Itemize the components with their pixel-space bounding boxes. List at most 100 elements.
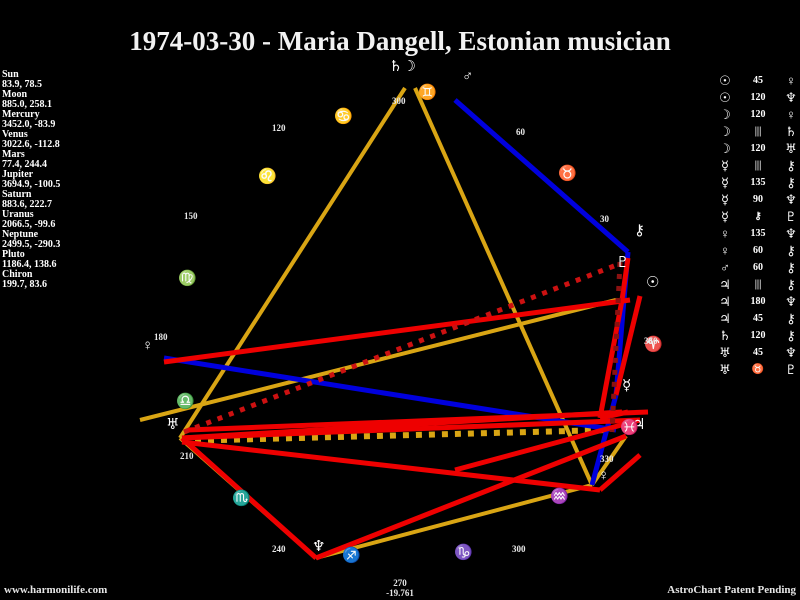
degree-tick-label: 360 xyxy=(644,336,658,346)
aspect-to-planet-icon: ⚷ xyxy=(786,277,796,292)
degree-tick-label: 150 xyxy=(184,211,198,221)
aspect-angle-value: 120 xyxy=(750,109,766,120)
planet-row: Pluto 1186.4, 138.6 xyxy=(2,250,120,270)
planet-row: Moon 885.0, 258.1 xyxy=(2,90,120,110)
planet-name: Venus xyxy=(2,129,28,140)
aspect-to-planet-icon: ⚷ xyxy=(786,260,796,275)
zodiac-sign-glyph: ♌ xyxy=(258,169,277,185)
aspect-row: ♅ 45 ♆ xyxy=(716,344,800,361)
aspect-to-planet-icon: ⚷ xyxy=(786,158,796,173)
aspect-from-planet-icon: ♃ xyxy=(719,294,731,309)
aspect-to-planet-icon: ♆ xyxy=(785,192,797,207)
degree-tick-label: 240 xyxy=(272,544,286,554)
planet-values: 77.4, 244.4 xyxy=(2,159,47,170)
aspect-angle-value: ||| xyxy=(754,160,762,171)
degree-tick-label: 300 xyxy=(392,96,406,106)
aspect-angle-value: 120 xyxy=(750,92,766,103)
zodiac-sign-glyph: ♒ xyxy=(550,489,569,505)
aspect-angle-value: 180 xyxy=(750,296,766,307)
zodiac-sign-glyph: ♍ xyxy=(178,271,197,287)
aspect-from-planet-icon: ♄ xyxy=(719,328,731,343)
aspect-to-planet-icon: ⚷ xyxy=(786,175,796,190)
aspect-angle-value: ♉ xyxy=(751,364,765,375)
aspect-angle-value: 45 xyxy=(753,75,763,86)
aspect-angle-value: 90 xyxy=(753,194,763,205)
aspect-row: ☿ ⚷ ♇ xyxy=(716,208,800,225)
aspect-row: ☉ 120 ♆ xyxy=(716,89,800,106)
planet-values: 199.7, 83.6 xyxy=(2,279,47,290)
aspect-list-panel: ☉ 45 ♀ ☉ 120 ♆ ☽ 120 ♀ ☽ ||| ♄ ☽ 120 ♅ ☿ ||| ⚷ ☿ 135 ⚷ ☿ 90 ♆ ☿ ⚷… xyxy=(716,72,800,378)
planet-values: 3694.9, -100.5 xyxy=(2,179,61,190)
footer-center-values: 270 -19.761 xyxy=(0,578,800,598)
planet-row: Neptune 2499.5, -290.3 xyxy=(2,230,120,250)
aspect-angle-value: 120 xyxy=(750,330,766,341)
planet-name: Mercury xyxy=(2,109,40,120)
aspect-row: ☿ 135 ⚷ xyxy=(716,174,800,191)
zodiac-sign-glyph: ♉ xyxy=(558,166,577,182)
zodiac-sign-glyph: ♑ xyxy=(454,545,473,561)
planet-values: 885.0, 258.1 xyxy=(2,99,52,110)
aspect-to-planet-icon: ♆ xyxy=(785,294,797,309)
aspect-row: ☽ 120 ♀ xyxy=(716,106,800,123)
aspect-row: ☽ 120 ♅ xyxy=(716,140,800,157)
aspect-from-planet-icon: ☽ xyxy=(719,107,731,122)
planet-row: Mercury 3452.0, -83.9 xyxy=(2,110,120,130)
aspect-from-planet-icon: ☉ xyxy=(719,73,731,88)
chart-planet-glyph: ♄☽ xyxy=(389,59,416,75)
aspect-to-planet-icon: ⚷ xyxy=(786,243,796,258)
planet-name: Sun xyxy=(2,69,19,80)
planet-row: Chiron 199.7, 83.6 xyxy=(2,270,120,290)
aspect-row: ☉ 45 ♀ xyxy=(716,72,800,89)
aspect-angle-value: ||| xyxy=(754,279,762,290)
footer-website[interactable]: www.harmonilife.com xyxy=(4,584,108,596)
aspect-row: ♃ 45 ⚷ xyxy=(716,310,800,327)
zodiac-sign-glyph: ♋ xyxy=(334,109,353,125)
planet-row: Jupiter 3694.9, -100.5 xyxy=(2,170,120,190)
aspect-to-planet-icon: ♀ xyxy=(786,73,796,88)
chart-planet-glyph: ♂ xyxy=(462,69,474,85)
gold-dotted-aspect-lines xyxy=(181,427,609,444)
degree-tick-label: 330 xyxy=(600,454,614,464)
aspect-to-planet-icon: ♇ xyxy=(785,362,797,377)
aspect-from-planet-icon: ♅ xyxy=(719,362,731,377)
aspect-angle-value: 45 xyxy=(753,347,763,358)
aspect-from-planet-icon: ☿ xyxy=(721,192,729,207)
aspect-angle-value: ⚷ xyxy=(754,211,762,222)
planet-values: 83.9, 78.5 xyxy=(2,79,42,90)
aspect-row: ♀ 135 ♆ xyxy=(716,225,800,242)
planet-name: Pluto xyxy=(2,249,25,260)
aspect-to-planet-icon: ♄ xyxy=(785,124,797,139)
planet-row: Saturn 883.6, 222.7 xyxy=(2,190,120,210)
aspect-row: ♃ 180 ♆ xyxy=(716,293,800,310)
aspect-from-planet-icon: ♀ xyxy=(720,226,730,241)
degree-tick-label: 30 xyxy=(600,214,609,224)
chart-planet-glyph: ♅ xyxy=(166,417,180,433)
aspect-from-planet-icon: ♃ xyxy=(719,311,731,326)
planet-name: Saturn xyxy=(2,189,32,200)
chart-planet-glyph: ♃ xyxy=(632,417,646,433)
degree-tick-label: 60 xyxy=(516,127,525,137)
gold-aspect-lines xyxy=(139,86,628,560)
aspect-from-planet-icon: ☿ xyxy=(721,175,729,190)
footer-patent: AstroChart Patent Pending xyxy=(667,584,796,596)
aspect-angle-value: 45 xyxy=(753,313,763,324)
chart-planet-glyph: ☉ xyxy=(646,275,660,291)
aspect-angle-value: 135 xyxy=(750,228,766,239)
zodiac-sign-glyph: ♈ xyxy=(644,337,663,353)
aspect-from-planet-icon: ♀ xyxy=(720,243,730,258)
aspect-to-planet-icon: ♆ xyxy=(785,90,797,105)
zodiac-sign-glyph: ♏ xyxy=(232,491,251,507)
aspect-row: ☿ 90 ♆ xyxy=(716,191,800,208)
planet-name: Moon xyxy=(2,89,27,100)
zodiac-sign-glyph: ♐ xyxy=(342,548,361,564)
planet-values: 2499.5, -290.3 xyxy=(2,239,61,250)
planet-name: Mars xyxy=(2,149,25,160)
degree-tick-label: 120 xyxy=(272,123,286,133)
aspect-from-planet-icon: ♅ xyxy=(719,345,731,360)
aspect-to-planet-icon: ♆ xyxy=(785,226,797,241)
aspect-from-planet-icon: ☉ xyxy=(719,90,731,105)
degree-tick-label: 210 xyxy=(180,451,194,461)
aspect-row: ☿ ||| ⚷ xyxy=(716,157,800,174)
aspect-to-planet-icon: ⚷ xyxy=(786,328,796,343)
